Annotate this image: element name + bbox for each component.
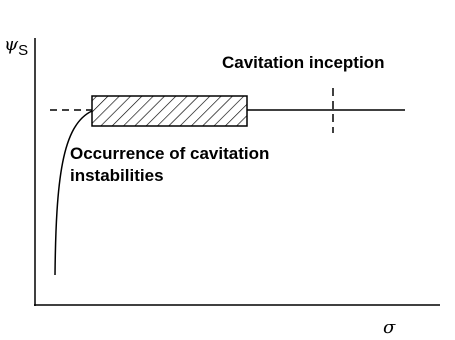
y-subscript: S xyxy=(18,42,28,59)
x-axis-label: σ xyxy=(383,317,396,338)
instability-region xyxy=(91,95,248,127)
y-symbol: ψ xyxy=(4,34,19,55)
y-axis-label: ψS xyxy=(4,34,28,59)
inception-label: Cavitation inception xyxy=(222,53,384,72)
instabilities-label: instabilities xyxy=(70,166,164,185)
instabilities-label: Occurrence of cavitation xyxy=(70,144,269,163)
head-curve xyxy=(54,110,93,276)
